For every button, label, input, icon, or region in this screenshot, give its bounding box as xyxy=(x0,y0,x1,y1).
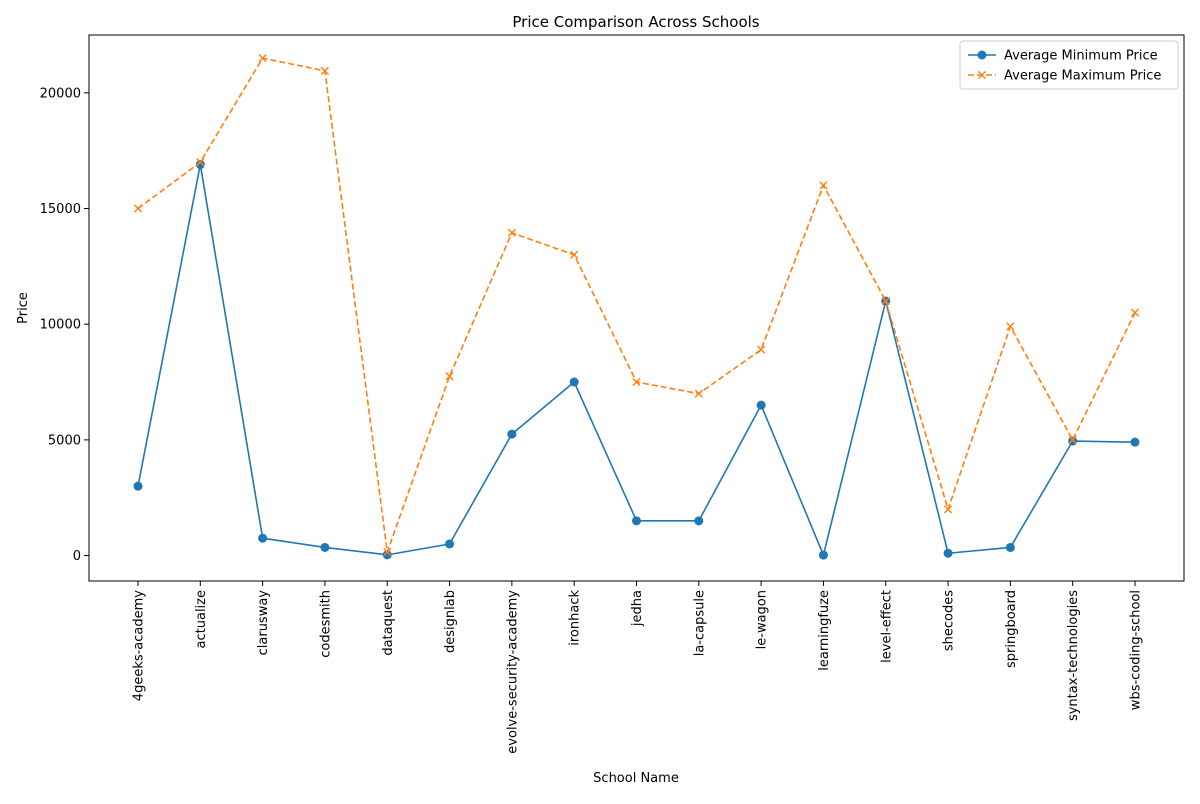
data-point xyxy=(1068,436,1078,446)
y-tick-label: 5000 xyxy=(48,433,81,448)
x-tick-label: evolve-security-academy xyxy=(505,590,520,754)
y-tick-label: 10000 xyxy=(40,318,81,333)
y-axis: 0 5000 10000 15000 20000 xyxy=(40,86,89,564)
data-point xyxy=(445,539,455,549)
legend-marker xyxy=(977,70,987,80)
data-point xyxy=(881,296,890,306)
legend-item: Average Maximum Price xyxy=(968,69,1161,84)
data-point xyxy=(383,547,392,557)
data-point xyxy=(1006,322,1015,331)
x-tick-label: syntax-technologies xyxy=(1066,590,1081,721)
data-point xyxy=(507,228,516,237)
data-point xyxy=(258,533,268,543)
x-axis: 4geeks-academy actualize clarusway codesmit… xyxy=(132,581,1144,754)
x-tick-label: wbs-coding-school xyxy=(1129,590,1144,710)
x-tick-label: shecodes xyxy=(942,590,957,651)
y-tick-label: 20000 xyxy=(40,86,81,101)
data-point xyxy=(943,505,953,514)
y-tick-label: 15000 xyxy=(40,202,81,217)
x-tick-label: 4geeks-academy xyxy=(132,590,147,702)
y-axis-label: Price xyxy=(16,292,31,324)
data-point xyxy=(818,550,828,560)
data-point xyxy=(570,250,579,259)
plot-area xyxy=(133,54,1140,560)
data-point xyxy=(507,429,517,439)
data-point xyxy=(694,389,703,398)
x-tick-label: ironhack xyxy=(568,590,583,646)
data-point xyxy=(943,548,953,558)
data-point xyxy=(1130,437,1140,447)
data-point xyxy=(632,377,641,387)
x-tick-label: la-capsule xyxy=(692,590,707,656)
legend-label: Average Minimum Price xyxy=(1004,49,1158,64)
x-tick-label: jedha xyxy=(630,590,645,627)
data-point xyxy=(1005,542,1015,552)
data-point xyxy=(320,66,330,75)
chart-title: Price Comparison Across Schools xyxy=(512,13,759,31)
data-point xyxy=(320,542,330,552)
x-tick-label: codesmith xyxy=(318,590,333,658)
x-tick-label: le-wagon xyxy=(755,590,770,649)
legend-box xyxy=(959,40,1179,90)
data-point xyxy=(819,181,828,190)
x-tick-label: designlab xyxy=(443,590,458,653)
data-point xyxy=(694,516,704,526)
x-axis-label: School Name xyxy=(593,771,679,786)
data-point xyxy=(1130,308,1140,317)
legend-item: Average Minimum Price xyxy=(968,49,1158,64)
legend: Average Minimum Price Average Maximum Pri… xyxy=(959,40,1179,90)
data-point xyxy=(258,54,267,63)
data-point xyxy=(757,345,766,354)
x-tick-label: level-effect xyxy=(879,590,894,663)
x-tick-label: clarusway xyxy=(256,590,271,656)
data-point xyxy=(569,377,579,387)
x-tick-label: actualize xyxy=(194,590,209,648)
data-point xyxy=(632,516,641,526)
y-tick-label: 0 xyxy=(73,549,81,564)
series-1 xyxy=(133,160,1140,560)
data-point xyxy=(382,550,392,560)
data-point xyxy=(1068,435,1077,444)
x-tick-label: dataquest xyxy=(381,590,396,656)
data-point xyxy=(195,160,205,170)
x-tick-label: learningfuze xyxy=(817,590,832,671)
data-point xyxy=(133,204,143,213)
data-point xyxy=(445,372,454,381)
series-2 xyxy=(133,54,1140,557)
legend-marker xyxy=(977,50,987,60)
legend-label: Average Maximum Price xyxy=(1004,69,1161,84)
data-point xyxy=(133,481,143,491)
data-point xyxy=(756,400,766,410)
data-point xyxy=(196,158,205,167)
x-tick-label: springboard xyxy=(1004,590,1019,668)
